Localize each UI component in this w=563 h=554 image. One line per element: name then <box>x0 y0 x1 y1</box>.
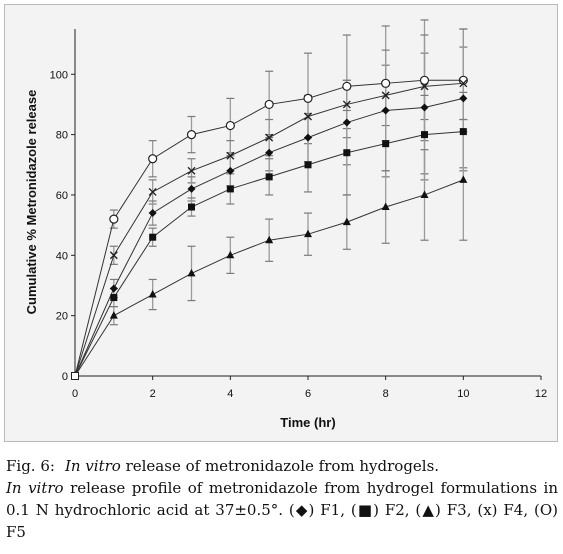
data-point-f4 <box>187 166 196 175</box>
caption-label: Fig. 6: <box>6 457 55 475</box>
y-axis-title: Cumulative % Metronidazole release <box>24 90 39 315</box>
data-point-f3 <box>148 290 157 298</box>
data-point-f1 <box>265 148 274 157</box>
data-point-f1 <box>109 284 118 293</box>
caption-body-italic: In vitro <box>6 479 64 497</box>
data-point-f2 <box>421 131 428 139</box>
data-point-f5 <box>303 93 313 104</box>
data-point-f1 <box>459 94 468 103</box>
x-tick-label: 4 <box>227 388 233 400</box>
caption-title-rest: release of metronidazole from hydrogels. <box>120 457 440 475</box>
data-point-f3 <box>420 190 429 198</box>
data-point-f4 <box>420 82 429 91</box>
data-point-f5 <box>419 75 430 85</box>
y-tick-label: 60 <box>56 190 68 202</box>
data-point-f4 <box>226 151 235 160</box>
data-point-f3 <box>459 175 468 183</box>
y-ticks: 0 20 40 60 80 100 <box>50 69 75 383</box>
data-point-f4 <box>148 187 157 196</box>
data-point-f2 <box>188 203 195 211</box>
data-point-f1 <box>342 118 351 127</box>
caption-body-rest: release profile of metronidazole from hy… <box>6 479 558 541</box>
data-point-f5 <box>225 120 235 131</box>
y-tick-label: 80 <box>56 130 68 142</box>
data-point-f2 <box>304 161 312 169</box>
data-point-f2 <box>149 233 157 241</box>
data-point-f4 <box>304 112 312 121</box>
x-tick-label: 0 <box>72 388 78 400</box>
data-point-f3 <box>265 235 274 244</box>
series-markers <box>71 75 468 380</box>
release-chart: 0 2 4 6 8 10 12 0 20 40 60 80 100 Time (hr) Cumulat… <box>24 19 547 430</box>
data-point-f4 <box>459 79 468 88</box>
data-point-f4 <box>381 91 390 100</box>
data-point-f5 <box>109 214 119 224</box>
data-point-f1 <box>226 166 235 175</box>
data-point-f4 <box>342 100 351 109</box>
data-point-f2 <box>459 128 467 136</box>
data-point-f5 <box>264 99 274 110</box>
data-point-f4 <box>109 251 118 260</box>
x-ticks: 0 2 4 6 8 10 12 <box>72 376 547 400</box>
data-point-f5 <box>186 130 197 140</box>
error-bars <box>109 19 468 326</box>
x-tick-label: 10 <box>457 388 469 400</box>
x-tick-label: 8 <box>383 388 389 400</box>
y-tick-label: 100 <box>50 69 68 81</box>
data-point-f1 <box>381 106 390 115</box>
data-point-f2 <box>110 294 118 302</box>
data-point-f5 <box>148 154 158 164</box>
figure-caption: Fig. 6: In vitro release of metronidazole… <box>6 455 558 543</box>
data-point-f3 <box>109 311 118 319</box>
data-point-f2 <box>343 149 351 157</box>
y-tick-label: 40 <box>56 250 68 262</box>
data-point-f3 <box>304 229 312 238</box>
data-point-f3 <box>187 268 196 277</box>
data-point-f1 <box>304 133 312 142</box>
data-point-f3 <box>71 372 79 380</box>
x-tick-label: 2 <box>150 388 156 400</box>
x-tick-label: 6 <box>305 388 311 400</box>
y-tick-label: 0 <box>62 371 68 383</box>
x-tick-label: 12 <box>535 388 547 400</box>
series-line-f3 <box>74 179 464 377</box>
y-tick-label: 20 <box>56 311 68 323</box>
data-point-f1 <box>148 209 157 218</box>
data-point-f5 <box>342 81 352 91</box>
data-point-f4 <box>265 133 274 142</box>
x-axis-title: Time (hr) <box>280 415 335 430</box>
data-point-f3 <box>226 250 235 259</box>
data-point-f2 <box>382 140 390 148</box>
data-point-f2 <box>265 173 273 181</box>
caption-title-italic: In vitro <box>64 457 121 475</box>
data-point-f5 <box>381 78 391 88</box>
data-point-f1 <box>187 184 196 193</box>
data-point-f3 <box>342 217 351 226</box>
data-point-f2 <box>226 185 234 193</box>
data-point-f1 <box>420 103 429 112</box>
data-point-f3 <box>381 202 390 211</box>
